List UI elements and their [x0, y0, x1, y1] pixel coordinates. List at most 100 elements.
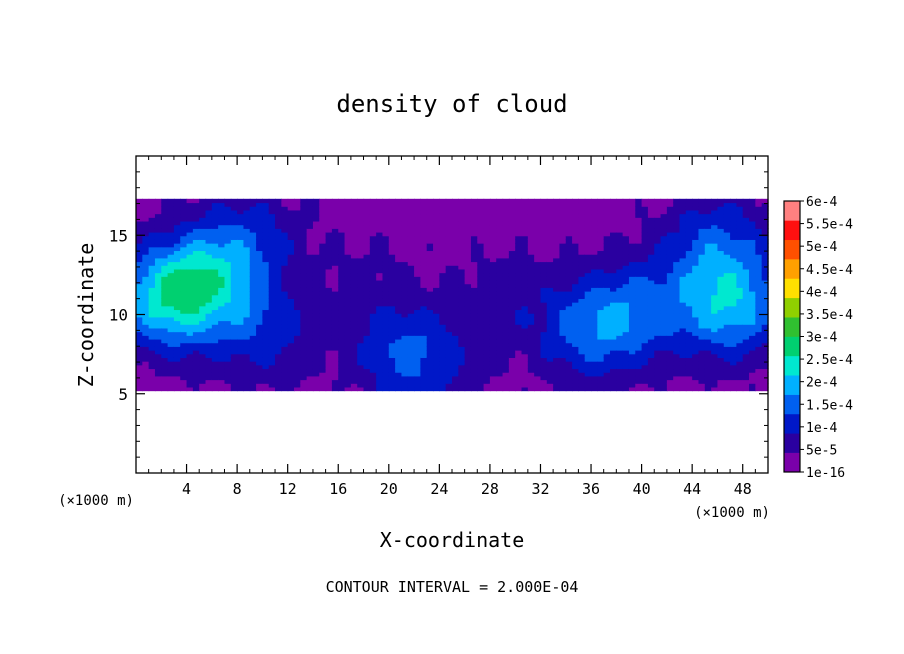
heatmap-cell	[527, 335, 535, 340]
heatmap-cell	[685, 320, 693, 325]
heatmap-cell	[521, 350, 529, 355]
heatmap-cell	[142, 239, 150, 244]
heatmap-cell	[723, 250, 731, 255]
heatmap-cell	[306, 375, 314, 381]
heatmap-cell	[584, 346, 592, 351]
heatmap-cell	[199, 198, 207, 204]
heatmap-cell	[136, 316, 143, 322]
heatmap-cell	[287, 294, 295, 299]
heatmap-cell	[237, 342, 245, 347]
heatmap-cell	[268, 316, 276, 322]
heatmap-cell	[376, 276, 384, 281]
heatmap-cell	[376, 268, 384, 274]
heatmap-cell	[553, 353, 561, 358]
heatmap-cell	[666, 220, 674, 226]
heatmap-cell	[243, 309, 251, 314]
heatmap-cell	[287, 283, 295, 288]
heatmap-cell	[641, 228, 649, 233]
heatmap-cell	[300, 250, 308, 255]
heatmap-cell	[546, 257, 554, 263]
heatmap-cell	[603, 261, 611, 266]
heatmap-cell	[698, 364, 706, 370]
heatmap-cell	[502, 364, 510, 370]
heatmap-cell	[439, 335, 447, 340]
heatmap-cell	[515, 287, 523, 292]
heatmap-cell	[268, 327, 276, 333]
heatmap-cell	[603, 327, 611, 333]
heatmap-cell	[508, 283, 516, 288]
heatmap-cell	[192, 305, 200, 311]
heatmap-cell	[401, 361, 409, 366]
heatmap-cell	[483, 217, 491, 222]
heatmap-cell	[730, 342, 737, 347]
heatmap-cell	[660, 298, 668, 303]
heatmap-cell	[591, 372, 598, 377]
heatmap-cell	[205, 368, 213, 373]
heatmap-cell	[470, 372, 478, 377]
heatmap-cell	[249, 206, 257, 211]
heatmap-cell	[312, 276, 320, 281]
heatmap-cell	[173, 239, 181, 244]
heatmap-cell	[704, 386, 712, 392]
heatmap-cell	[148, 372, 156, 377]
heatmap-cell	[224, 243, 232, 248]
heatmap-cell	[205, 361, 213, 366]
heatmap-cell	[527, 206, 535, 211]
heatmap-cell	[723, 350, 731, 355]
heatmap-cell	[534, 342, 542, 347]
heatmap-cell	[527, 342, 535, 347]
heatmap-cell	[331, 320, 339, 325]
heatmap-cell	[281, 320, 289, 325]
heatmap-cell	[635, 272, 643, 277]
heatmap-cell	[591, 324, 598, 329]
heatmap-cell	[294, 239, 301, 244]
heatmap-cell	[458, 324, 466, 329]
heatmap-cell	[647, 239, 655, 244]
heatmap-cell	[401, 246, 409, 252]
heatmap-cell	[553, 231, 561, 237]
heatmap-cell	[262, 206, 270, 211]
heatmap-cell	[388, 206, 396, 211]
heatmap-cell	[610, 250, 617, 255]
heatmap-cell	[249, 224, 257, 229]
heatmap-cell	[730, 372, 737, 377]
heatmap-cell	[338, 254, 346, 259]
heatmap-cell	[717, 217, 725, 222]
heatmap-cell	[439, 320, 447, 325]
heatmap-cell	[597, 224, 605, 229]
heatmap-cell	[565, 257, 573, 263]
heatmap-cell	[540, 246, 548, 252]
heatmap-cell	[344, 198, 352, 204]
heatmap-cell	[224, 294, 232, 299]
heatmap-cell	[312, 294, 320, 299]
heatmap-cell	[584, 368, 592, 373]
heatmap-cell	[679, 320, 687, 325]
heatmap-cell	[325, 287, 333, 292]
heatmap-cell	[433, 276, 440, 281]
heatmap-cell	[572, 353, 579, 358]
heatmap-cell	[268, 324, 276, 329]
heatmap-cell	[622, 246, 630, 252]
heatmap-cell	[363, 375, 371, 381]
heatmap-cell	[641, 383, 649, 388]
heatmap-cell	[426, 261, 434, 266]
heatmap-cell	[401, 346, 409, 351]
heatmap-cell	[521, 276, 529, 281]
heatmap-cell	[148, 327, 156, 333]
heatmap-cell	[565, 276, 573, 281]
heatmap-cell	[433, 331, 440, 336]
heatmap-cell	[388, 217, 396, 222]
heatmap-cell	[470, 202, 478, 207]
heatmap-cell	[578, 217, 586, 222]
heatmap-cell	[685, 353, 693, 358]
heatmap-cell	[502, 350, 510, 355]
heatmap-cell	[616, 368, 624, 373]
heatmap-cell	[268, 291, 276, 296]
heatmap-cell	[508, 276, 516, 281]
heatmap-cell	[426, 220, 434, 226]
heatmap-cell	[698, 302, 706, 307]
heatmap-cell	[616, 357, 624, 362]
heatmap-cell	[508, 246, 516, 252]
heatmap-cell	[199, 320, 207, 325]
heatmap-cell	[527, 239, 535, 244]
